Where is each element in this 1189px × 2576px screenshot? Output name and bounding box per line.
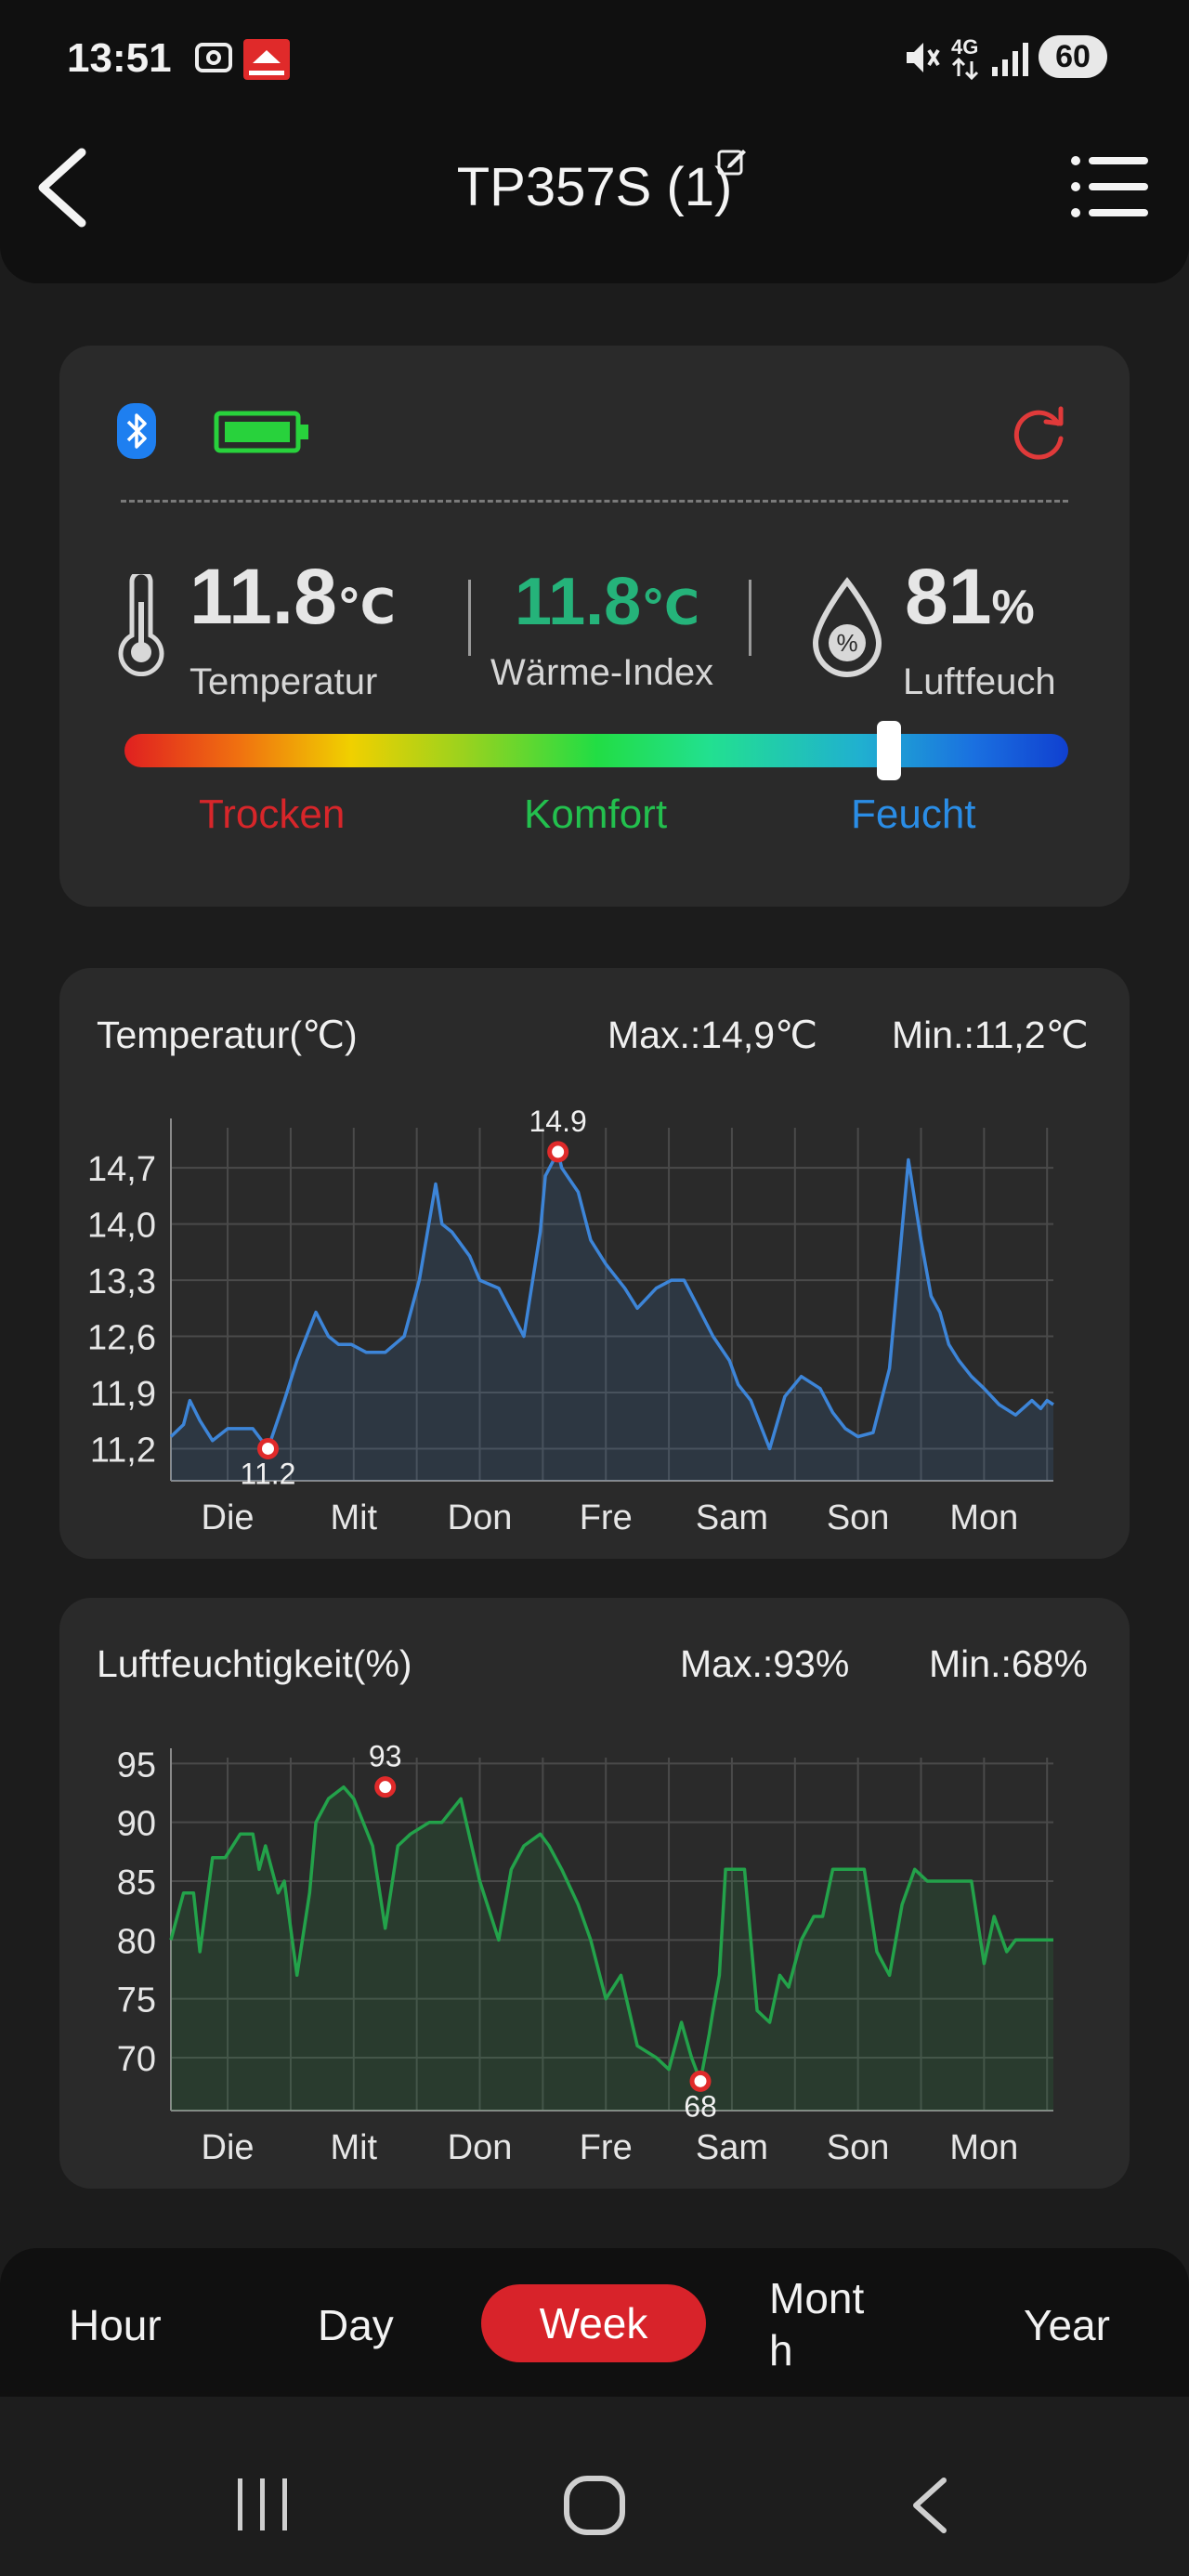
- x-tick-label: Sam: [696, 2128, 768, 2167]
- y-tick-label: 14,7: [87, 1150, 156, 1189]
- temperature-value: 11.8: [189, 553, 337, 640]
- comfort-bar: [124, 734, 1068, 767]
- temperature-chart-card: Temperatur(℃) Max.:14,9℃ Min.:11,2℃ Die M…: [59, 968, 1130, 1559]
- x-tick-label: Son: [827, 1498, 890, 1537]
- battery-full-icon: [214, 411, 308, 453]
- humidity-value: 81: [905, 553, 992, 640]
- heat-index-unit: ℃: [641, 582, 700, 635]
- y-tick-label: 11,9: [90, 1375, 156, 1414]
- current-readings-card: 11.8℃ Temperatur 11.8℃ Wärme-Index % 81%…: [59, 346, 1130, 907]
- y-tick-label: 70: [117, 2040, 156, 2079]
- svg-text:%: %: [836, 629, 857, 657]
- y-tick-label: 75: [117, 1981, 156, 2020]
- tab-hour[interactable]: Hour: [69, 2301, 162, 2349]
- x-tick-label: Die: [202, 2128, 255, 2167]
- hum-min: Min.:68%: [929, 1642, 1088, 1685]
- temperature-chart: Die Mit Don Fre Sam Son Mon 14,7 14,0 13,3 12,6 11,…: [87, 1105, 1054, 1537]
- x-tick-label: Die: [202, 1498, 255, 1537]
- x-tick-label: Mit: [330, 2128, 377, 2167]
- x-tick-label: Don: [448, 2128, 513, 2167]
- thermometer-icon: [118, 574, 164, 676]
- recent-apps-icon[interactable]: [234, 2477, 292, 2532]
- hum-max: Max.:93%: [680, 1642, 850, 1685]
- comfort-indicator: [876, 721, 901, 780]
- humidity-drop-icon: %: [812, 577, 882, 677]
- back-arrow-icon[interactable]: [28, 139, 102, 232]
- data-arrows-icon: [951, 58, 979, 80]
- battery-level: 60: [1039, 35, 1107, 78]
- min-point-label: 68: [684, 2089, 717, 2123]
- tab-day[interactable]: Day: [318, 2301, 394, 2349]
- heat-index-value: 11.8: [515, 565, 642, 639]
- min-point-marker: [257, 1437, 279, 1459]
- x-tick-label: Sam: [696, 1498, 768, 1537]
- x-tick-label: Don: [448, 1498, 513, 1537]
- zone-dry: Trocken: [199, 791, 346, 837]
- edit-name-icon[interactable]: [715, 144, 749, 177]
- mute-icon: [907, 43, 940, 72]
- network-type: 4G: [951, 35, 979, 59]
- temp-max: Max.:14,9℃: [608, 1013, 818, 1056]
- screenshot-icon: [195, 43, 232, 72]
- heat-index-reading: 11.8℃: [515, 569, 699, 635]
- app-bar: [0, 121, 1189, 283]
- humidity-reading: 81%: [905, 557, 1035, 635]
- system-nav-bar: [0, 2397, 1189, 2576]
- series-area: [171, 1151, 1053, 1481]
- humidity-label: Luftfeuch: [903, 661, 1056, 702]
- humidity-chart: Die Mit Don Fre Sam Son Mon 95 90 85 80 75 70 93 68: [117, 1740, 1053, 2167]
- y-tick-label: 13,3: [87, 1262, 156, 1301]
- y-tick-label: 12,6: [87, 1319, 156, 1358]
- y-tick-label: 95: [117, 1746, 156, 1785]
- max-point-label: 14.9: [529, 1105, 587, 1138]
- y-tick-label: 11,2: [90, 1431, 156, 1470]
- status-bar: 13:51 4G 60: [0, 0, 1189, 121]
- x-tick-label: Fre: [580, 1498, 633, 1537]
- divider: [121, 500, 1068, 503]
- x-tick-label: Mon: [949, 1498, 1018, 1537]
- humidity-chart-card: Luftfeuchtigkeit(%) Max.:93% Min.:68% Di…: [59, 1598, 1130, 2189]
- signal-icon: [992, 43, 1028, 76]
- tab-year[interactable]: Year: [1024, 2301, 1110, 2349]
- y-tick-label: 85: [117, 1863, 156, 1903]
- max-point-label: 93: [369, 1740, 402, 1773]
- value-divider: [468, 580, 471, 656]
- temp-min: Min.:11,2℃: [892, 1013, 1089, 1056]
- x-tick-label: Mon: [949, 2128, 1018, 2167]
- y-tick-label: 80: [117, 1922, 156, 1961]
- series-line: [169, 1150, 1054, 1451]
- zone-comfort: Komfort: [524, 791, 668, 837]
- series-area: [171, 1786, 1053, 2111]
- temperature-reading: 11.8℃: [189, 557, 396, 635]
- x-tick-label: Fre: [580, 2128, 633, 2167]
- y-tick-label: 90: [117, 1805, 156, 1844]
- temp-chart-title: Temperatur(℃): [97, 1013, 358, 1056]
- temperature-unit: ℃: [336, 581, 396, 634]
- y-tick-label: 14,0: [87, 1207, 156, 1246]
- x-tick-label: Mit: [330, 1498, 377, 1537]
- temperature-label: Temperatur: [189, 661, 378, 702]
- tab-month[interactable]: Mont h: [769, 2274, 865, 2374]
- min-point-label: 11.2: [241, 1457, 296, 1490]
- tab-week[interactable]: Week: [481, 2284, 706, 2362]
- bluetooth-icon: [117, 403, 156, 459]
- system-back-icon[interactable]: [907, 2477, 953, 2534]
- hum-chart-title: Luftfeuchtigkeit(%): [97, 1642, 412, 1685]
- warmex-app-icon: [243, 39, 290, 80]
- zone-humid: Feucht: [851, 791, 976, 837]
- humidity-unit: %: [991, 581, 1035, 634]
- refresh-icon[interactable]: [1009, 401, 1070, 463]
- status-time: 13:51: [67, 35, 172, 81]
- min-point-marker: [689, 2070, 712, 2092]
- max-point-marker: [374, 1776, 397, 1798]
- page-title: TP357S (1): [456, 157, 733, 217]
- x-tick-label: Son: [827, 2128, 890, 2167]
- max-point-marker: [547, 1141, 569, 1163]
- series-line: [169, 1785, 1053, 2084]
- value-divider: [749, 580, 751, 656]
- home-icon[interactable]: [563, 2475, 626, 2536]
- heat-index-label: Wärme-Index: [490, 652, 714, 693]
- menu-icon[interactable]: [1068, 153, 1152, 220]
